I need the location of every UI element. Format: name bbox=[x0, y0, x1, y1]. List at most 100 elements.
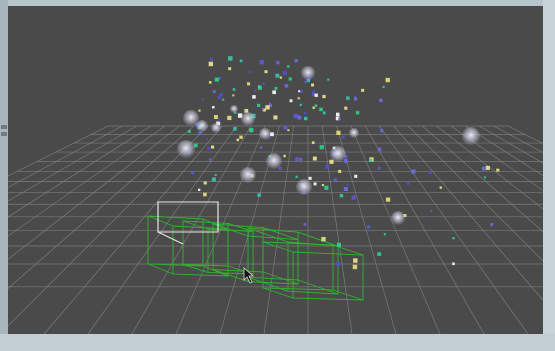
feature-point bbox=[288, 77, 292, 81]
feature-point bbox=[257, 103, 261, 108]
feature-point bbox=[214, 173, 217, 177]
feature-point bbox=[212, 90, 216, 94]
feature-point bbox=[490, 223, 494, 226]
feature-point bbox=[311, 93, 315, 96]
feature-point bbox=[262, 82, 265, 85]
glow-marker bbox=[349, 128, 359, 138]
camera-frustums[interactable] bbox=[147, 201, 364, 301]
feature-point bbox=[312, 156, 317, 161]
feature-point bbox=[314, 93, 318, 97]
grid-line bbox=[43, 125, 223, 334]
feature-point bbox=[308, 176, 312, 180]
feature-point bbox=[344, 106, 348, 110]
glow-marker bbox=[196, 120, 208, 132]
feature-point bbox=[265, 105, 270, 110]
feature-point bbox=[452, 262, 455, 266]
grid-line bbox=[8, 125, 194, 289]
feature-point bbox=[239, 59, 243, 63]
grid-line bbox=[175, 125, 266, 334]
feature-point bbox=[335, 112, 340, 117]
feature-point bbox=[249, 70, 252, 74]
grid-line bbox=[350, 125, 441, 334]
feature-point bbox=[213, 115, 218, 119]
feature-points bbox=[188, 56, 500, 270]
feature-point bbox=[385, 77, 390, 83]
feature-point bbox=[264, 70, 268, 74]
camera-frustum bbox=[247, 227, 339, 295]
feature-point bbox=[303, 222, 307, 226]
grid-line bbox=[393, 125, 543, 301]
feature-point bbox=[297, 115, 302, 120]
feature-point bbox=[269, 132, 274, 137]
feature-point bbox=[216, 121, 221, 126]
feature-point bbox=[312, 90, 316, 94]
feature-point bbox=[228, 67, 232, 71]
feature-point bbox=[188, 130, 191, 133]
feature-point bbox=[218, 77, 222, 80]
feature-point bbox=[297, 97, 300, 100]
feature-point bbox=[343, 186, 348, 192]
feature-point bbox=[273, 115, 278, 120]
feature-point bbox=[206, 138, 209, 141]
feature-point bbox=[344, 159, 348, 163]
feature-point bbox=[193, 143, 198, 148]
grid-line bbox=[8, 125, 152, 218]
feature-point bbox=[321, 183, 325, 187]
camera-frustum bbox=[262, 241, 364, 301]
feature-point bbox=[257, 85, 262, 90]
feature-point bbox=[377, 147, 382, 152]
feature-point bbox=[324, 185, 329, 190]
feature-point bbox=[217, 119, 221, 122]
grid-line bbox=[8, 125, 137, 202]
feature-point bbox=[333, 178, 338, 182]
feature-point bbox=[383, 233, 386, 236]
feature-point bbox=[351, 195, 356, 200]
feature-point bbox=[209, 57, 214, 61]
grid-line bbox=[8, 125, 109, 177]
feature-point bbox=[236, 138, 240, 142]
grid-line bbox=[479, 125, 543, 164]
grid-line bbox=[8, 125, 123, 188]
point-cloud-scene[interactable] bbox=[8, 6, 543, 334]
feature-point bbox=[259, 60, 264, 65]
feature-point bbox=[274, 86, 278, 90]
feature-point bbox=[279, 76, 282, 79]
feature-point bbox=[354, 97, 358, 101]
feature-point bbox=[208, 158, 212, 161]
grid-line bbox=[493, 125, 543, 153]
feature-point bbox=[276, 61, 280, 65]
3d-viewport[interactable] bbox=[8, 6, 543, 334]
grid-line bbox=[8, 125, 180, 260]
feature-point bbox=[380, 129, 384, 133]
feature-point bbox=[329, 159, 334, 164]
feature-point bbox=[217, 96, 221, 100]
feature-point bbox=[298, 90, 301, 93]
feature-point bbox=[311, 83, 315, 87]
feature-point bbox=[379, 98, 383, 103]
glow-marker bbox=[177, 140, 195, 158]
feature-point bbox=[289, 99, 293, 103]
feature-point bbox=[344, 154, 348, 159]
grid-line bbox=[8, 125, 209, 327]
feature-point bbox=[253, 89, 257, 92]
feature-point bbox=[496, 168, 500, 172]
grid-line bbox=[464, 125, 543, 176]
feature-point bbox=[411, 169, 416, 174]
grid-line bbox=[131, 125, 252, 334]
feature-point bbox=[198, 188, 201, 191]
grid-line bbox=[436, 125, 543, 210]
feature-point bbox=[222, 98, 225, 101]
glow-marker bbox=[301, 66, 315, 80]
feature-point bbox=[268, 102, 272, 105]
camera-frustum bbox=[182, 220, 254, 275]
feature-point bbox=[208, 61, 214, 67]
feature-point bbox=[322, 94, 326, 99]
feature-point bbox=[233, 127, 237, 131]
feature-point bbox=[303, 111, 307, 115]
feature-point bbox=[203, 181, 207, 185]
feature-point bbox=[294, 59, 298, 63]
grid-line bbox=[407, 125, 543, 262]
feature-point bbox=[232, 88, 236, 91]
feature-point bbox=[361, 88, 365, 92]
feature-point bbox=[336, 130, 341, 135]
